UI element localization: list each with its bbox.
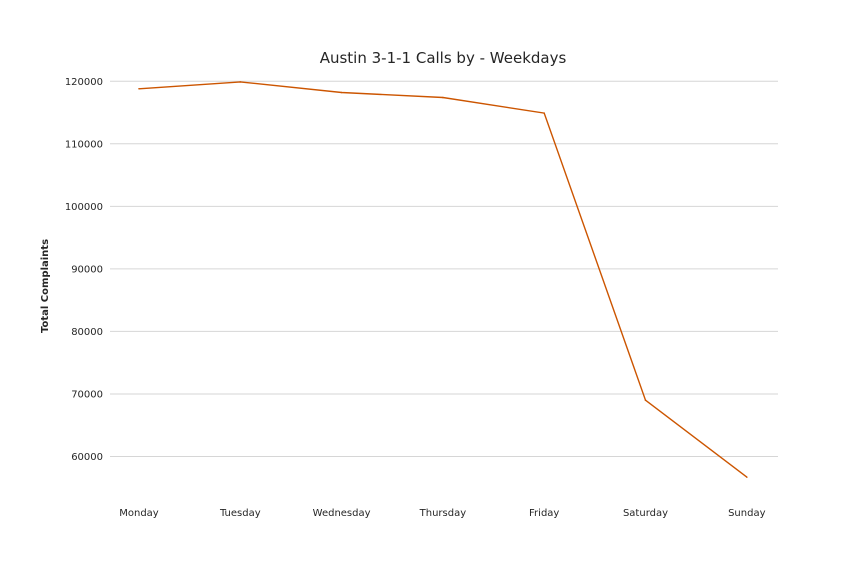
- series-lines: [138, 81, 748, 478]
- x-tick-label: Wednesday: [313, 508, 371, 519]
- data-point-thursday: [442, 96, 444, 99]
- y-tick-label: 110000: [65, 139, 103, 150]
- x-tick-label: Thursday: [419, 508, 467, 519]
- data-point-wednesday: [340, 91, 343, 94]
- gridlines: [110, 80, 778, 457]
- y-tick-label: 120000: [65, 77, 103, 88]
- x-tick-label: Tuesday: [219, 508, 261, 519]
- x-tick-label: Saturday: [623, 508, 668, 519]
- data-point-saturday: [644, 399, 647, 401]
- y-tick-labels: 60000 70000 80000 90000 100000 110000 120000: [65, 77, 103, 463]
- data-point-monday: [138, 87, 140, 90]
- data-point-friday: [543, 112, 545, 114]
- x-tick-labels: Monday Tuesday Wednesday Thursday Friday Satu…: [119, 508, 765, 519]
- y-tick-label: 60000: [71, 452, 103, 463]
- y-tick-label: 70000: [71, 389, 103, 400]
- y-tick-label: 100000: [65, 202, 103, 213]
- series-line: [138, 81, 748, 478]
- x-tick-label: Monday: [119, 508, 159, 519]
- y-axis-label: Total Complaints: [40, 239, 51, 333]
- y-tick-label: 90000: [71, 264, 103, 275]
- data-point-sunday: [746, 476, 748, 478]
- x-tick-label: Friday: [529, 508, 559, 519]
- y-tick-label: 80000: [71, 327, 103, 338]
- x-tick-label: Sunday: [728, 508, 765, 519]
- data-point-tuesday: [239, 81, 242, 83]
- chart-title: Austin 3-1-1 Calls by - Weekdays: [320, 49, 567, 67]
